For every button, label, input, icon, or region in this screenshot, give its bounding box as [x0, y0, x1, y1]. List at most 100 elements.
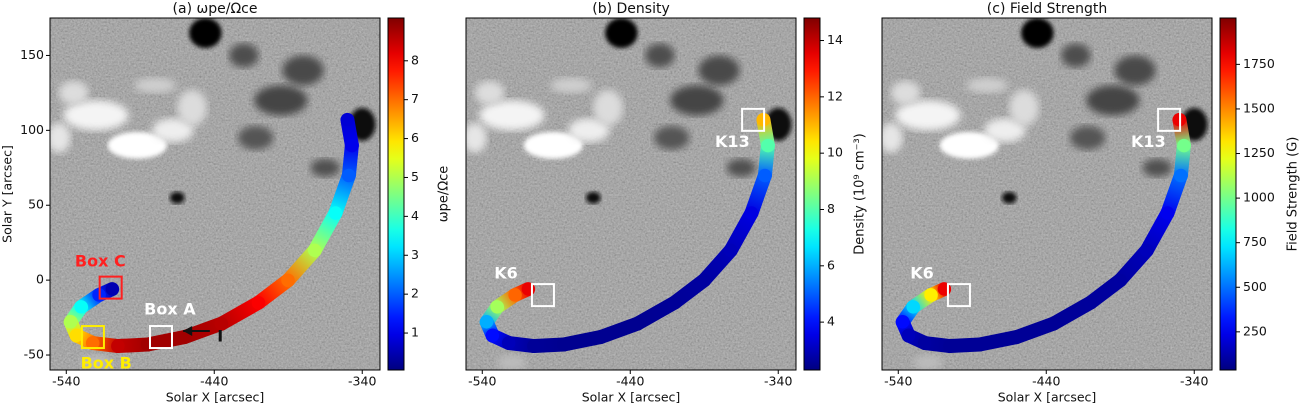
loop-point: [557, 338, 571, 352]
loop-point: [973, 338, 987, 352]
solar-feature: [670, 85, 724, 116]
noise: [882, 18, 1212, 370]
solar-feature: [152, 118, 194, 143]
loop-point: [281, 273, 295, 287]
colorbar-tick-label: 500: [1243, 279, 1267, 294]
loop-segment: [214, 295, 266, 331]
annotation: I: [217, 327, 223, 346]
loop-point: [1161, 206, 1175, 220]
loop-segment: [630, 295, 682, 331]
solar-feature: [882, 122, 903, 153]
annotation: Box A: [144, 300, 196, 319]
plot-frame: [465, 17, 797, 371]
annotation: Box B: [81, 354, 132, 373]
region-box: [80, 325, 105, 350]
colorbar-tick-label: 4: [411, 208, 419, 223]
loop-segment: [1046, 295, 1098, 331]
loop-point: [745, 206, 759, 220]
loop-point: [329, 206, 343, 220]
x-tick-label: -440: [200, 374, 228, 389]
solar-feature: [605, 18, 638, 48]
x-tick-label: -540: [884, 374, 912, 389]
colorbar-label: Density (10⁹ cm⁻³): [853, 133, 868, 254]
solar-feature: [254, 85, 308, 116]
region-box: [98, 275, 123, 300]
loop: [479, 112, 775, 354]
loop-point: [486, 329, 500, 343]
colorbar-tick-label: 4: [827, 314, 835, 329]
loop-point: [340, 113, 354, 127]
panel: (b) Density -540 -440 -340 Solar X [arcsec] K…: [465, 1, 868, 405]
solar-feature: [653, 125, 690, 150]
loop-point: [178, 330, 192, 344]
colorbar-tick-label: 250: [1243, 323, 1267, 338]
solar-feature: [237, 125, 274, 150]
loop-segment: [1139, 205, 1175, 258]
loop-point: [141, 338, 155, 352]
loop-point: [1177, 138, 1191, 152]
colorbar-tick-label: 750: [1243, 234, 1267, 249]
colorbar-tick-label: 3: [411, 247, 419, 262]
region-box: [1157, 107, 1182, 132]
y-tick-label: -50: [24, 347, 44, 362]
annotation: Box C: [75, 252, 126, 271]
colorbar-tick-label: 2: [411, 286, 419, 301]
loop-point: [74, 300, 88, 314]
solar-feature: [1021, 18, 1054, 48]
loop-point: [906, 300, 920, 314]
loop-point: [761, 138, 775, 152]
colorbar-tick-label: 5: [411, 169, 419, 184]
loop-point: [724, 243, 738, 257]
colorbar-tick-label: 6: [411, 130, 419, 145]
panel-title: (a) ωpe/Ωce: [173, 1, 258, 17]
region-box: [946, 283, 971, 308]
loop-point: [70, 329, 84, 343]
solar-feature: [726, 158, 757, 177]
solar-feature: [939, 131, 999, 159]
x-tick-label: -540: [52, 374, 80, 389]
solar-feature: [474, 80, 505, 105]
x-axis-label: Solar X [arcsec]: [582, 390, 681, 405]
loop-point: [758, 168, 772, 182]
y-tick-label: 150: [20, 47, 44, 62]
solar-feature: [1142, 158, 1173, 177]
loop-point: [902, 329, 916, 343]
loop-point: [64, 315, 78, 329]
solar-feature: [310, 158, 341, 177]
solar-feature: [593, 89, 623, 126]
loop-point: [924, 288, 938, 302]
loop-point: [252, 296, 266, 310]
solar-feature: [50, 122, 71, 153]
y-tick-label: 0: [36, 272, 44, 287]
y-tick-label: 50: [28, 197, 44, 212]
loop: [63, 112, 359, 354]
loop-point: [342, 168, 356, 182]
solar-feature: [966, 77, 1008, 93]
loop-point: [1047, 317, 1061, 331]
solar-feature: [550, 77, 592, 93]
colorbar-tick-label: 1000: [1243, 190, 1275, 205]
solar-feature: [497, 355, 527, 370]
colorbar-tick-label: 8: [827, 201, 835, 216]
plot-frame: [49, 17, 381, 371]
solar-feature: [63, 100, 129, 131]
x-tick-label: -440: [616, 374, 644, 389]
loop-point: [1010, 330, 1024, 344]
loop-point: [105, 282, 119, 296]
loop-segment: [723, 205, 759, 258]
region-box: [741, 107, 766, 132]
solar-feature: [895, 100, 961, 131]
loop-point: [1084, 296, 1098, 310]
solar-feature: [585, 191, 601, 204]
loop-point: [896, 315, 910, 329]
x-axis-label: Solar X [arcsec]: [166, 390, 265, 405]
loop-point: [1174, 168, 1188, 182]
x-axis-label: Solar X [arcsec]: [998, 390, 1097, 405]
loop-point: [480, 315, 494, 329]
magnetogram: [466, 18, 796, 370]
x-tick-label: -340: [348, 374, 376, 389]
loop-point: [86, 336, 100, 350]
loop-point: [697, 273, 711, 287]
solar-feature: [189, 18, 222, 48]
loop-point: [631, 317, 645, 331]
